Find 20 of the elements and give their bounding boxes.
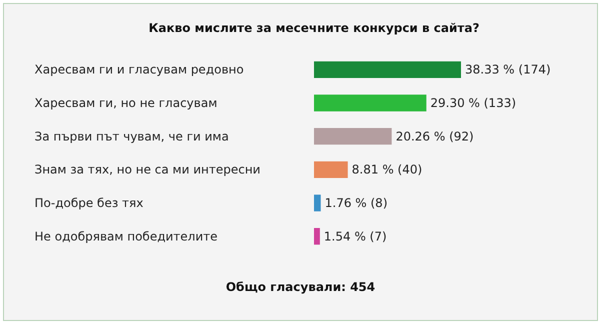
data-label: 8.81 % (40) [352, 162, 422, 177]
y-tick-label: Харесвам ги, но не гласувам [34, 96, 218, 110]
y-tick-label: За първи път чувам, че ги има [34, 129, 229, 144]
bar [314, 228, 320, 245]
data-label: 1.54 % (7) [324, 229, 387, 244]
chart-title: Какво мислите за месечните конкурси в сайта? [148, 21, 480, 35]
bar [314, 94, 426, 112]
y-tick-label: Не одобрявам победителите [34, 229, 218, 244]
bar [314, 161, 348, 178]
y-tick-label: По-добре без тях [34, 196, 144, 210]
y-tick-label: Знам за тях, но не са ми интересни [34, 162, 260, 177]
bar [314, 128, 392, 145]
bar [314, 61, 461, 78]
y-tick-label: Харесвам ги и гласувам редовно [34, 62, 244, 77]
data-label: 20.26 % (92) [396, 129, 474, 144]
data-label: 1.76 % (8) [324, 196, 388, 210]
text: Общо гласували: 454 [224, 280, 376, 294]
bar [314, 194, 321, 212]
data-label: 29.30 % (133) [430, 96, 516, 110]
data-label: 38.33 % (174) [465, 62, 551, 77]
